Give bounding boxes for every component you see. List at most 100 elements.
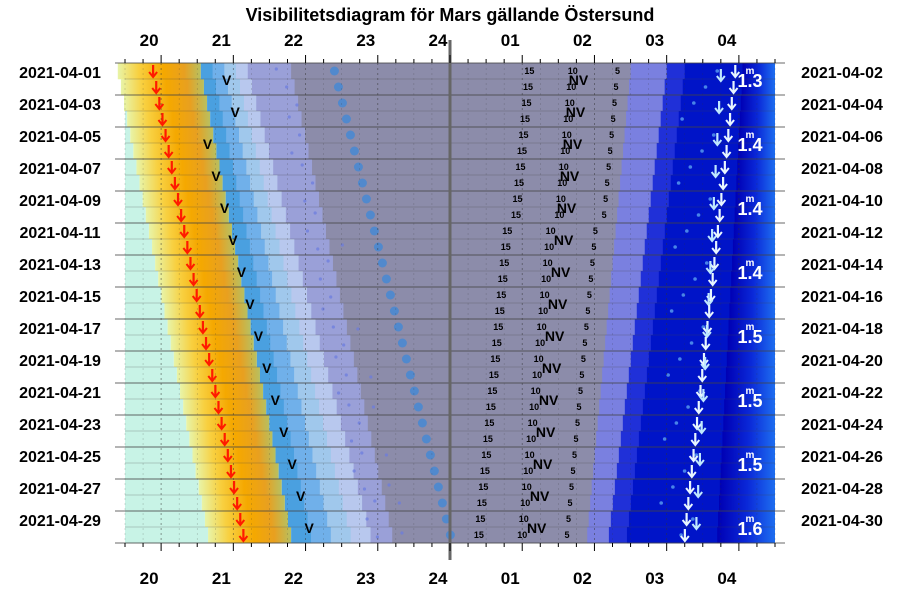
sunset-arrow-head [160, 135, 171, 143]
mars-set-arrow-head [723, 135, 734, 143]
day-region [125, 159, 137, 176]
sunset-band [158, 271, 242, 288]
mars-set-arrow-secondary-head [709, 203, 719, 211]
twilight-band [203, 79, 217, 96]
v-label: V [231, 104, 241, 120]
twilight-band [231, 223, 248, 240]
mars-set-arrow-head [711, 247, 721, 255]
nv-label: NV [554, 232, 574, 248]
twilight-band [297, 383, 316, 400]
sunset-arrow-head [195, 311, 205, 319]
twilight-band [334, 463, 355, 480]
sunset-band [192, 447, 276, 464]
mars-set-arrow-head [730, 71, 741, 79]
sun-depression-label: 5 [581, 354, 586, 364]
day-region [125, 415, 187, 432]
mars-dot [688, 165, 693, 169]
twilight-band [222, 111, 236, 128]
nautical-dawn-band [609, 287, 640, 304]
post-set-band [724, 399, 775, 416]
twilight-band [236, 175, 251, 192]
twilight-band [330, 527, 352, 544]
magnitude-label: 1.5 [737, 391, 762, 411]
post-set-band [729, 303, 775, 320]
mars-dot [287, 115, 291, 119]
twilight-band [319, 399, 338, 416]
sunset-arrow-head [157, 119, 168, 127]
sun-depression-label: 10 [563, 114, 573, 124]
mars-dot [331, 325, 335, 329]
sun-depression-label: 10 [522, 482, 532, 492]
mars-dot [708, 197, 713, 201]
sun-depression-label: 10 [543, 258, 553, 268]
x-tick-top: 22 [284, 31, 303, 50]
day-region [125, 207, 146, 224]
sun-depression-label: 10 [528, 418, 538, 428]
post-set-band [726, 351, 775, 368]
twilight-band [305, 415, 324, 432]
nautical-dusk-band [311, 303, 344, 320]
twilight-band [219, 95, 233, 112]
left-date-label: 2021-04-21 [19, 385, 101, 402]
twilight-band [287, 415, 306, 432]
mars-highest-dot [353, 162, 363, 172]
dawn-dark-band [646, 367, 727, 384]
twilight-band [278, 463, 298, 480]
mars-set-arrow-head [688, 455, 699, 463]
sunset-band [204, 511, 288, 528]
sun-depression-label: 5 [612, 98, 617, 108]
twilight-band [263, 175, 278, 192]
nautical-dawn-band [620, 175, 654, 192]
dawn-dark-band [678, 111, 741, 128]
mars-set-arrow-secondary-head [693, 491, 703, 499]
dawn-dark-band [684, 63, 743, 80]
twilight-band [219, 159, 234, 176]
twilight-band [242, 143, 257, 160]
twilight-band [235, 111, 249, 128]
sun-depression-label: 15 [481, 450, 491, 460]
sun-depression-label: 5 [590, 258, 595, 268]
sunset-band [164, 303, 248, 320]
sunset-arrow-head [213, 407, 224, 415]
mars-set-arrow-head [721, 151, 732, 159]
sunset-band [195, 463, 279, 480]
twilight-band [327, 511, 348, 528]
sunset-arrow-head [191, 295, 202, 303]
sun-depression-label: 15 [501, 242, 511, 252]
v-label: V [220, 200, 230, 216]
x-tick-top: 20 [140, 31, 159, 50]
twilight-band [319, 479, 340, 496]
sunset-arrow-head [148, 71, 158, 79]
twilight-band [250, 175, 265, 192]
sun-depression-label: 5 [593, 226, 598, 236]
sunset-band [183, 399, 267, 416]
twilight-band [249, 239, 266, 256]
v-label: V [296, 488, 306, 504]
mars-dot [692, 101, 696, 105]
sun-depression-label: 5 [584, 322, 589, 332]
mars-highest-dot [337, 98, 347, 108]
sun-depression-label: 15 [489, 370, 499, 380]
mars-dot [274, 67, 278, 71]
mars-dot [373, 499, 377, 503]
sun-depression-label: 10 [540, 290, 550, 300]
sunset-band [198, 479, 282, 496]
mars-set-arrow-head [718, 183, 728, 191]
sun-depression-label: 15 [524, 66, 534, 76]
dawn-dark-band [676, 127, 740, 144]
mars-dot [344, 373, 348, 377]
twilight-bands [200, 63, 775, 544]
twilight-band [239, 191, 255, 208]
night-band [346, 319, 608, 336]
twilight-band [291, 527, 312, 544]
mars-dot [671, 485, 675, 489]
day-region [125, 303, 165, 320]
right-date-label: 2021-04-02 [801, 65, 883, 82]
nautical-dawn-band [608, 303, 638, 320]
right-date-label: 2021-04-06 [801, 129, 883, 146]
twilight-band [256, 351, 275, 368]
magnitude-label: 1.3 [737, 71, 762, 91]
nv-label: NV [539, 392, 559, 408]
mars-dot [336, 391, 341, 395]
mars-dot [693, 277, 697, 281]
